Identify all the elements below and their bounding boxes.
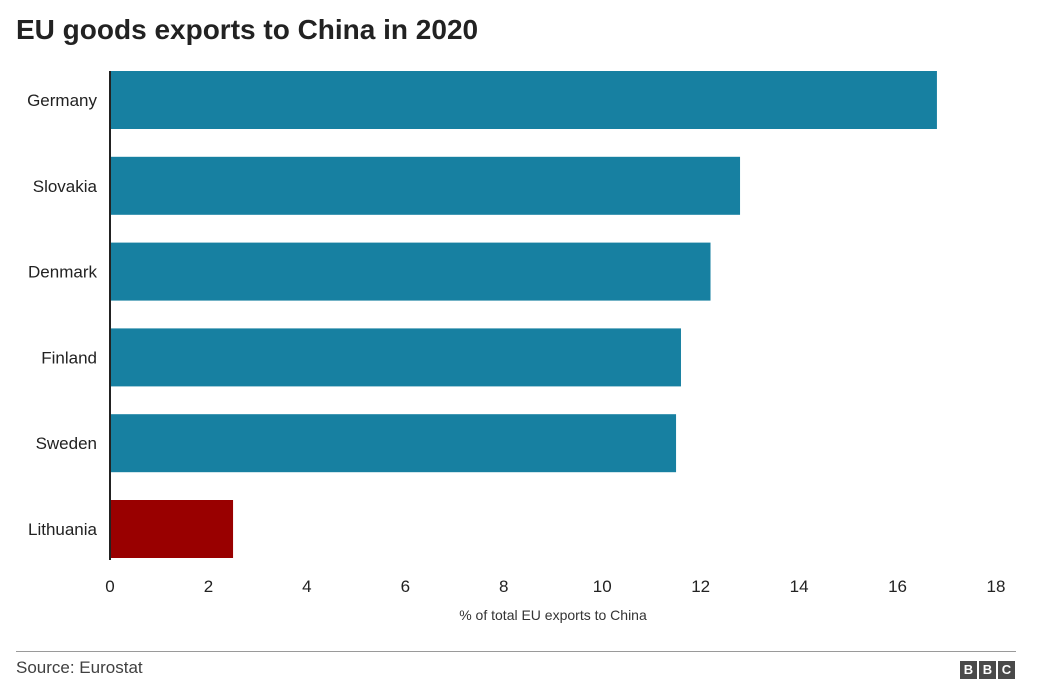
- bar: [110, 328, 681, 387]
- footer-divider: [16, 651, 1016, 652]
- x-tick-label: 2: [204, 577, 213, 596]
- bar-chart: Germany Slovakia Denmark Finland Sweden Lithu…: [27, 71, 1006, 623]
- bar: [110, 500, 234, 558]
- logo-letter: B: [979, 661, 996, 679]
- y-tick-label: Slovakia: [33, 177, 98, 196]
- x-tick-label: 10: [593, 577, 612, 596]
- x-tick-label: 4: [302, 577, 311, 596]
- chart-title: EU goods exports to China in 2020: [16, 14, 479, 45]
- source-note: Source: Eurostat: [16, 658, 143, 677]
- x-tick-label: 6: [401, 577, 410, 596]
- x-tick-label: 12: [691, 577, 710, 596]
- x-tick-label: 14: [790, 577, 809, 596]
- y-tick-label: Finland: [41, 348, 97, 367]
- bar: [110, 414, 677, 473]
- x-tick-label: 16: [888, 577, 907, 596]
- x-tick-label: 18: [987, 577, 1006, 596]
- bar: [110, 242, 711, 301]
- x-axis-label: % of total EU exports to China: [459, 607, 647, 623]
- x-tick-label: 8: [499, 577, 508, 596]
- logo-letter: B: [960, 661, 977, 679]
- x-tick-label: 0: [105, 577, 114, 596]
- y-tick-label: Germany: [27, 91, 97, 110]
- bbc-logo: B B C: [960, 661, 1015, 679]
- logo-letter: C: [998, 661, 1015, 679]
- bar: [110, 71, 937, 129]
- y-tick-label: Sweden: [36, 434, 97, 453]
- y-tick-label: Lithuania: [28, 520, 98, 539]
- bar: [110, 156, 741, 215]
- y-tick-label: Denmark: [28, 263, 97, 282]
